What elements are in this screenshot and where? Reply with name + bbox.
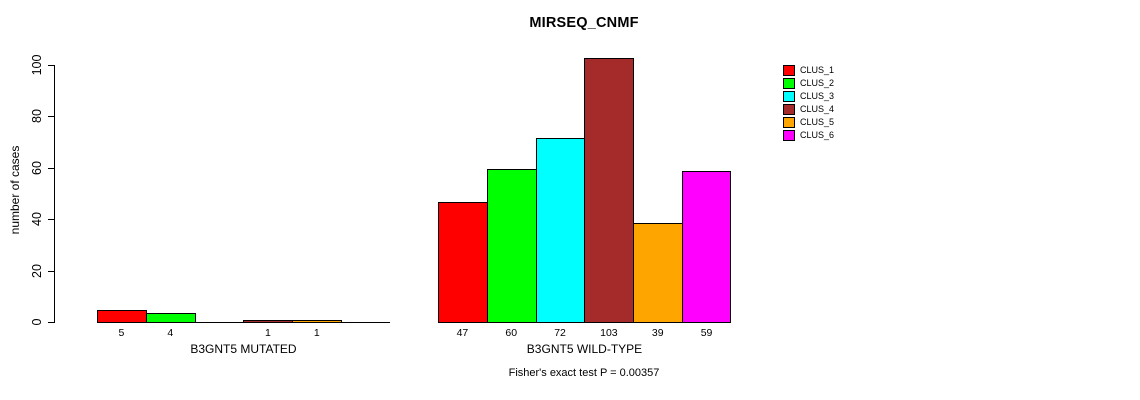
y-axis-line bbox=[54, 65, 55, 323]
bar-value-label: 1 bbox=[264, 327, 271, 339]
bar-value-label: 39 bbox=[651, 327, 664, 339]
legend-label: CLUS_4 bbox=[800, 103, 835, 114]
bar-value-label: 47 bbox=[456, 327, 469, 339]
bar bbox=[535, 137, 586, 323]
bar bbox=[486, 168, 537, 323]
legend-swatch bbox=[783, 116, 795, 128]
legend-label: CLUS_1 bbox=[800, 64, 835, 75]
legend-label: CLUS_3 bbox=[800, 90, 835, 101]
group-label: B3GNT5 MUTATED bbox=[190, 342, 297, 356]
legend-swatch bbox=[783, 103, 795, 115]
y-tick bbox=[48, 322, 54, 323]
bar bbox=[584, 58, 635, 323]
legend-swatch bbox=[783, 77, 795, 89]
group-label: B3GNT5 WILD-TYPE bbox=[526, 342, 643, 356]
legend-label: CLUS_6 bbox=[800, 129, 835, 140]
y-axis-label: number of cases bbox=[8, 145, 22, 235]
y-tick bbox=[48, 116, 54, 118]
bar-value-label: 59 bbox=[700, 327, 713, 339]
bar-value-label: 4 bbox=[167, 327, 174, 339]
legend-swatch bbox=[783, 129, 795, 141]
legend-label: CLUS_2 bbox=[800, 77, 835, 88]
y-tick bbox=[48, 219, 54, 221]
bar-value-label: 5 bbox=[118, 327, 125, 339]
legend-swatch bbox=[783, 64, 795, 76]
bar-value-label: 1 bbox=[313, 327, 320, 339]
y-tick-label: 100 bbox=[29, 54, 44, 76]
bar-value-label: 72 bbox=[554, 327, 566, 339]
bar bbox=[243, 320, 294, 323]
bar bbox=[97, 310, 147, 323]
bar-value-label: 103 bbox=[600, 327, 618, 339]
y-tick bbox=[48, 270, 54, 272]
bar bbox=[633, 222, 684, 323]
bar-value-label: 60 bbox=[505, 327, 518, 339]
footnote: Fisher's exact test P = 0.00357 bbox=[508, 367, 660, 379]
y-tick bbox=[48, 65, 54, 66]
bar bbox=[292, 320, 343, 323]
y-tick-label: 60 bbox=[29, 160, 44, 175]
bar bbox=[145, 312, 196, 323]
y-tick-label: 0 bbox=[29, 318, 44, 326]
chart-title: MIRSEQ_CNMF bbox=[529, 15, 639, 31]
y-tick-label: 80 bbox=[29, 109, 44, 124]
legend-label: CLUS_5 bbox=[800, 116, 835, 127]
bar bbox=[682, 171, 731, 323]
y-tick-label: 40 bbox=[29, 212, 44, 227]
bar bbox=[438, 202, 488, 323]
y-tick bbox=[48, 167, 54, 169]
y-tick-label: 20 bbox=[29, 263, 44, 278]
legend-swatch bbox=[783, 90, 795, 102]
